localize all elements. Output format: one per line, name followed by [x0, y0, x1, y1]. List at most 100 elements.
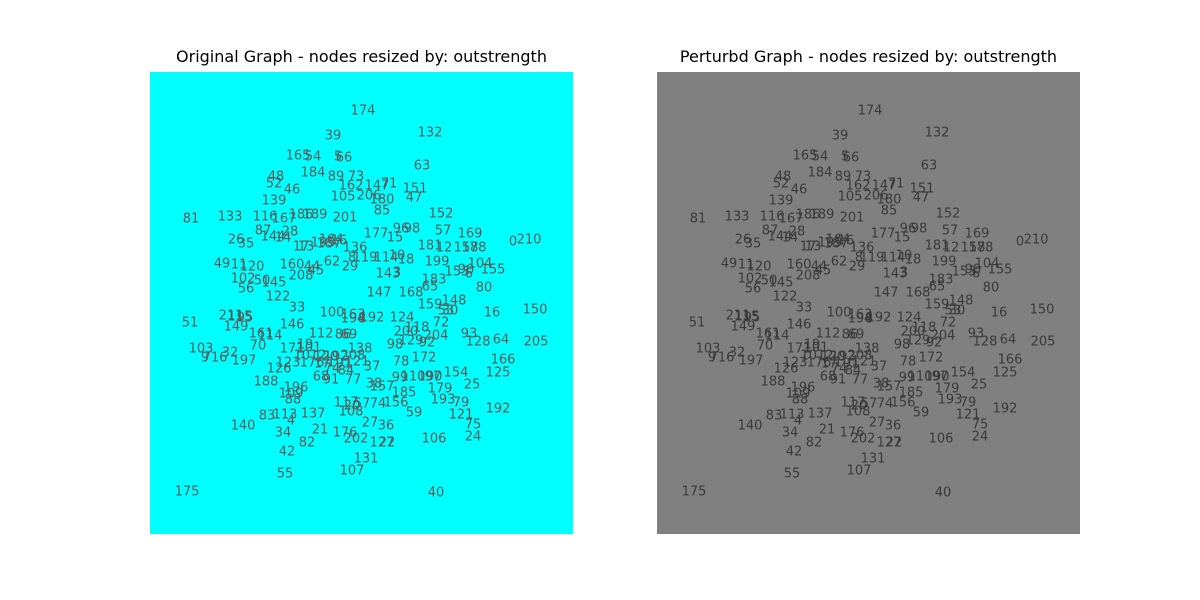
graph-node-label: 68 [312, 369, 330, 385]
graph-node-label: 208 [795, 268, 821, 284]
graph-node-label: 193 [430, 392, 456, 408]
graph-node-label: 143 [882, 266, 908, 282]
graph-node-label: 17 [292, 239, 310, 255]
graph-node-label: 56 [237, 281, 255, 297]
graph-node-label: 140 [230, 418, 256, 434]
graph-node-label: 208 [340, 348, 366, 364]
graph-node-label: 114 [373, 250, 399, 266]
graph-node-label: 91 [335, 356, 353, 372]
graph-node-label: 181 [924, 238, 950, 254]
graph-node-label: 88 [791, 392, 809, 408]
graph-node-label: 9 [200, 350, 210, 366]
graph-node-label: 210 [1023, 232, 1049, 248]
graph-node-label: 144 [767, 229, 793, 245]
graph-node-label: 79 [452, 395, 470, 411]
graph-node-label: 126 [266, 361, 292, 377]
graph-node-label: 34 [781, 425, 799, 441]
graph-node-label: 175 [681, 484, 707, 500]
graph-node-label: 129 [905, 333, 931, 349]
graph-node-label: 14 [781, 230, 799, 246]
graph-node-label: 138 [854, 341, 880, 357]
graph-node-label: 109 [785, 386, 811, 402]
graph-node-label: 119 [352, 250, 378, 266]
graph-node-label: 85 [373, 203, 391, 219]
graph-node-label: 157 [876, 379, 902, 395]
graph-node-label: 55 [276, 466, 294, 482]
graph-node-label: 98 [386, 337, 404, 353]
graph-node-label: 202 [343, 431, 369, 447]
graph-node-label: 78 [392, 354, 410, 370]
graph-node-label: 45 [814, 263, 832, 279]
graph-node-label: 133 [217, 209, 243, 225]
graph-node-label: 171 [786, 341, 812, 357]
graph-node-label: 51 [181, 315, 199, 331]
graph-node-label: 68 [819, 369, 837, 385]
graph-node-label: 169 [964, 226, 990, 242]
graph-node-label: 189 [302, 207, 328, 223]
graph-node-label: 119 [859, 250, 885, 266]
graph-node-label: 44 [810, 259, 828, 275]
graph-node-label: 195 [310, 235, 336, 251]
graph-node-label: 200 [393, 324, 419, 340]
graph-node-label: 206 [863, 188, 889, 204]
graph-node-label: 38 [872, 376, 890, 392]
graph-node-label: 166 [997, 352, 1023, 368]
graph-node-label: 8 [357, 311, 367, 327]
graph-node-label: 33 [288, 300, 306, 316]
graph-node-label: 149 [730, 319, 756, 335]
graph-node-label: 165 [285, 148, 311, 164]
graph-node-label: 121 [851, 354, 877, 370]
graph-node-label: 195 [817, 235, 843, 251]
graph-node-label: 180 [369, 192, 395, 208]
graph-node-label: 86 [334, 327, 352, 343]
graph-node-label: 147 [873, 285, 899, 301]
graph-node-label: 83 [258, 408, 276, 424]
graph-node-label: 14 [274, 230, 292, 246]
graph-node-label: 202 [850, 431, 876, 447]
graph-node-label: 120 [313, 349, 339, 365]
graph-node-label: 105 [330, 189, 356, 205]
graph-node-label: 83 [765, 408, 783, 424]
graph-node-label: 106 [421, 431, 447, 447]
graph-node-label: 149 [223, 319, 249, 335]
graph-node-label: 147 [871, 178, 897, 194]
graph-node-label: 89 [834, 169, 852, 185]
graph-node-label: 27 [361, 415, 379, 431]
graph-node-label: 9 [707, 350, 717, 366]
graph-node-label: 91 [842, 356, 860, 372]
graph-node-label: 8 [854, 250, 864, 266]
graph-node-label: 176 [332, 425, 358, 441]
graph-node-label: 145 [768, 275, 794, 291]
graph-node-label: 24 [464, 429, 482, 445]
graph-node-label: 1 [833, 355, 843, 371]
graph-node-label: 98 [893, 337, 911, 353]
graph-node-label: 162 [338, 178, 364, 194]
graph-node-label: 4 [286, 413, 296, 429]
graph-node-label: 0 [1015, 234, 1025, 250]
left-panel-title: Original Graph - nodes resized by: outst… [176, 47, 547, 66]
graph-node-label: 211 [218, 308, 244, 324]
graph-node-label: 84 [337, 363, 355, 379]
graph-node-label: 63 [413, 158, 431, 174]
graph-node-label: 59 [912, 405, 930, 421]
graph-node-label: 25 [970, 377, 988, 393]
graph-node-label: 197 [231, 353, 257, 369]
graph-node-label: 178 [461, 240, 487, 256]
graph-node-label: 28 [281, 224, 299, 240]
graph-node-label: 15 [893, 230, 911, 246]
graph-node-label: 53 [944, 303, 962, 319]
graph-node-label: 102 [230, 271, 256, 287]
graph-node-label: 152 [935, 206, 961, 222]
graph-node-label: 96 [392, 221, 410, 237]
graph-node-label: 107 [339, 463, 365, 479]
graph-node-label: 40 [427, 485, 445, 501]
graph-node-label: 105 [837, 189, 863, 205]
graph-node-label: 122 [265, 289, 291, 305]
graph-node-label: 74 [369, 396, 387, 412]
graph-node-label: 115 [227, 309, 253, 325]
graph-node-label: 140 [737, 418, 763, 434]
graph-node-label: 13 [804, 239, 822, 255]
graph-node-label: 168 [398, 285, 424, 301]
graph-node-label: 33 [795, 300, 813, 316]
graph-node-label: 26 [227, 232, 245, 248]
